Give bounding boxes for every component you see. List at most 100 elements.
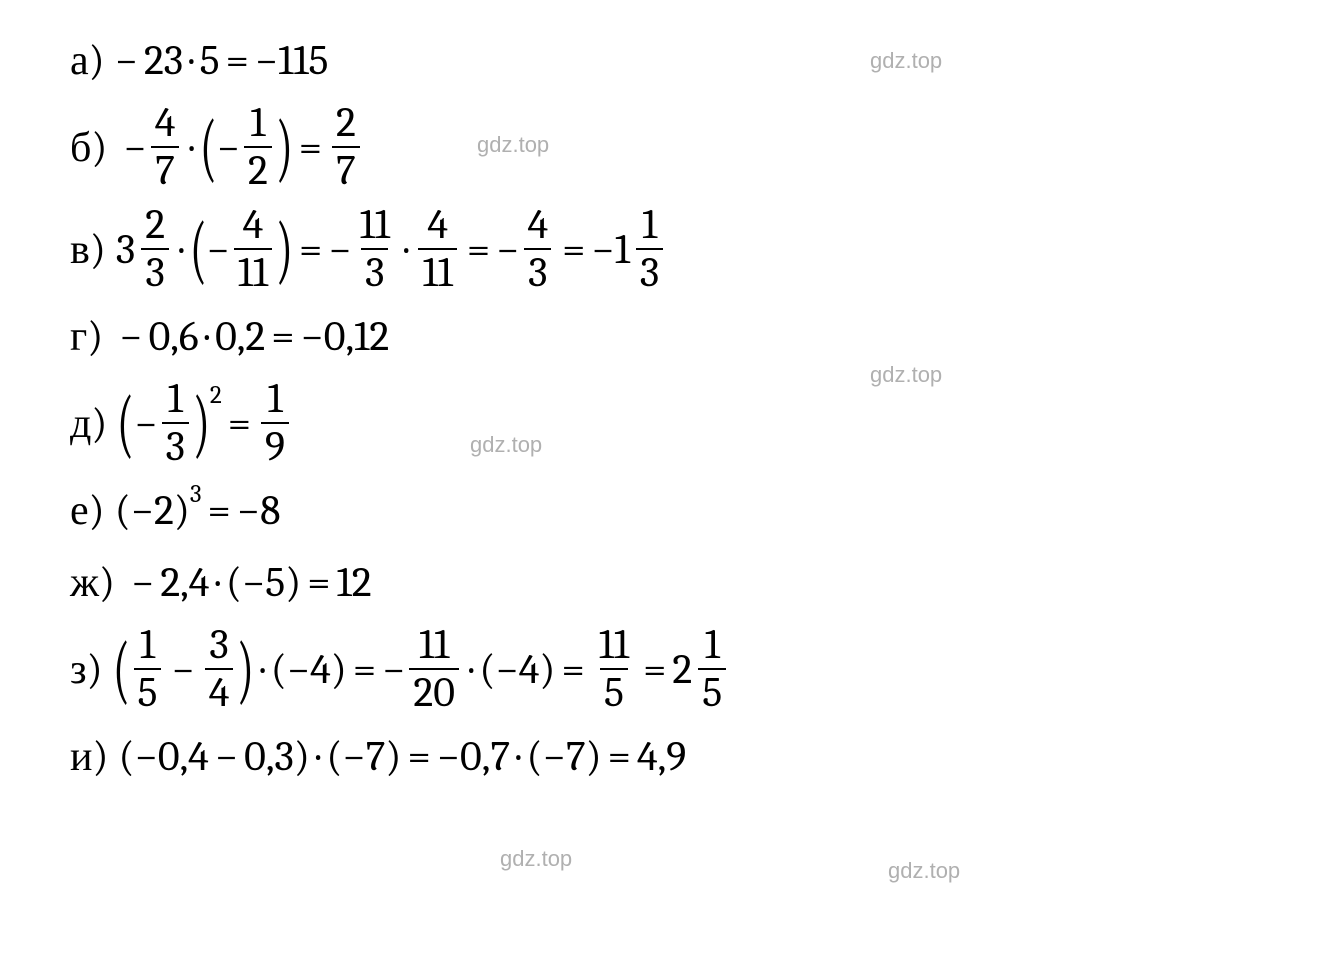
- mixed-3-2-3: 3 2 3: [116, 204, 173, 294]
- neg: −: [437, 732, 460, 781]
- num-a: 0,6: [149, 312, 199, 361]
- paren-left: (: [119, 732, 135, 781]
- numerator: 4: [523, 204, 552, 248]
- problem-c: в) 3 2 3 · ( − 4 11 ) = − 11 3 · 4 11 = …: [70, 204, 1267, 294]
- dot: ·: [205, 312, 209, 361]
- dot: ·: [260, 645, 264, 694]
- whole: 2: [672, 645, 692, 694]
- denominator: 3: [524, 248, 551, 294]
- paren-right: ): [276, 206, 293, 293]
- exponent: 3: [190, 480, 202, 509]
- expr-b: б) − 4 7 · ( − 1 2 ) = 2 7: [70, 102, 364, 192]
- frac-1-5: 1 5: [134, 624, 162, 714]
- frac-1-2: 1 2: [244, 102, 272, 192]
- watermark: gdz.top: [870, 362, 942, 388]
- neg: −: [495, 645, 518, 694]
- watermark: gdz.top: [470, 432, 542, 458]
- num-5: 5: [200, 36, 220, 85]
- denominator: 5: [600, 668, 628, 714]
- frac: 2 3: [141, 204, 169, 294]
- eq: =: [307, 558, 330, 607]
- dot: ·: [516, 732, 520, 781]
- four: 4: [310, 645, 331, 694]
- paren-right: ): [276, 104, 293, 191]
- result: 4,9: [637, 732, 686, 781]
- result: 12: [337, 558, 372, 607]
- denominator: 3: [636, 248, 663, 294]
- paren-left: (: [527, 732, 543, 781]
- numerator: 11: [356, 204, 394, 248]
- exponent: 2: [210, 381, 222, 410]
- eq: =: [299, 225, 322, 274]
- eq: =: [299, 123, 322, 172]
- paren-left: (: [112, 626, 129, 713]
- expr-i: и) ( − 0,4 − 0,3 ) · ( − 7 ) = − 0,7 · (…: [70, 732, 686, 781]
- paren-left: (: [271, 645, 287, 694]
- problem-d: г) − 0,6 · 0,2 = −0,12: [70, 306, 1267, 366]
- paren-left: (: [200, 104, 217, 191]
- neg: −: [123, 123, 146, 172]
- label-c: в): [70, 225, 106, 274]
- dot: ·: [316, 732, 320, 781]
- paren-right: ): [174, 486, 190, 535]
- paren-left: (: [326, 732, 342, 781]
- eq: =: [271, 312, 294, 361]
- label-a: а): [70, 36, 105, 85]
- paren-right: ): [539, 645, 555, 694]
- dot: ·: [404, 225, 408, 274]
- eq: =: [608, 732, 631, 781]
- num-b: 0,2: [215, 312, 265, 361]
- label-d: г): [70, 312, 103, 361]
- frac-4-11b: 4 11: [418, 204, 456, 294]
- c: 7: [366, 732, 386, 781]
- numerator: 1: [246, 102, 269, 146]
- paren-right: ): [294, 732, 310, 781]
- dot: ·: [189, 123, 193, 172]
- frac-1-9: 1 9: [261, 378, 289, 468]
- problem-g: ж) − 2,4 · ( − 5 ) = 12: [70, 552, 1267, 612]
- mixed-result: 2 1 5: [672, 624, 730, 714]
- label-f: е): [70, 486, 105, 535]
- num-a: 2,4: [160, 558, 209, 607]
- denominator: 3: [162, 422, 189, 468]
- paren-right: ): [193, 380, 210, 467]
- numerator: 11: [415, 624, 453, 668]
- eq: =: [467, 225, 490, 274]
- neg: −: [131, 558, 154, 607]
- numerator: 4: [423, 204, 452, 248]
- neg: −: [342, 732, 365, 781]
- result: −8: [237, 486, 281, 535]
- numerator: 2: [332, 102, 360, 146]
- numerator: 4: [239, 204, 268, 248]
- denominator: 11: [234, 248, 272, 294]
- eq: =: [562, 225, 585, 274]
- label-i: и): [70, 732, 109, 781]
- label-h: з): [70, 645, 103, 694]
- frac: 1 5: [698, 624, 726, 714]
- frac-4-3: 4 3: [523, 204, 552, 294]
- neg: −: [328, 225, 351, 274]
- neg: −: [206, 225, 229, 274]
- denominator: 3: [141, 248, 168, 294]
- eq: =: [353, 645, 376, 694]
- neg: −: [119, 312, 142, 361]
- watermark: gdz.top: [500, 846, 572, 872]
- eq: =: [643, 645, 666, 694]
- denominator: 20: [409, 668, 459, 714]
- dot: ·: [179, 225, 183, 274]
- eq: =: [561, 645, 584, 694]
- denominator: 9: [261, 422, 289, 468]
- denominator: 3: [361, 248, 388, 294]
- c2: 7: [566, 732, 586, 781]
- paren-right: ): [586, 732, 602, 781]
- frac-11-3: 11 3: [356, 204, 394, 294]
- denominator: 7: [332, 146, 360, 192]
- problem-h: з) ( 1 5 − 3 4 ) · ( − 4 ) = − 11 20 · (…: [70, 624, 1267, 714]
- problem-a: а) − 23 · 5 = −115: [70, 30, 1267, 90]
- paren-right: ): [237, 626, 254, 713]
- minus: −: [215, 732, 238, 781]
- expr-a: а) − 23 · 5 = −115: [70, 36, 328, 85]
- paren-right: ): [285, 558, 301, 607]
- b: 0,3: [244, 732, 294, 781]
- problem-f: е) ( − 2 ) 3 = −8: [70, 480, 1267, 540]
